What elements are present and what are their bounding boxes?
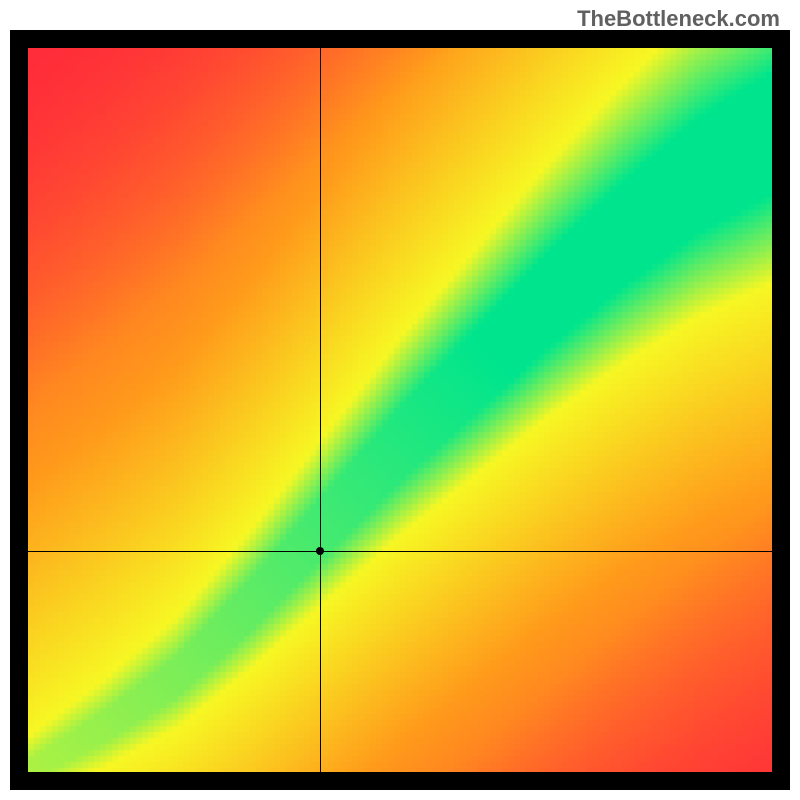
plot-area xyxy=(28,48,772,772)
crosshair-horizontal xyxy=(28,551,772,552)
crosshair-vertical xyxy=(320,48,321,772)
heatmap-canvas xyxy=(28,48,772,772)
chart-frame xyxy=(10,30,790,790)
marker-dot xyxy=(316,547,324,555)
watermark: TheBottleneck.com xyxy=(577,6,780,32)
